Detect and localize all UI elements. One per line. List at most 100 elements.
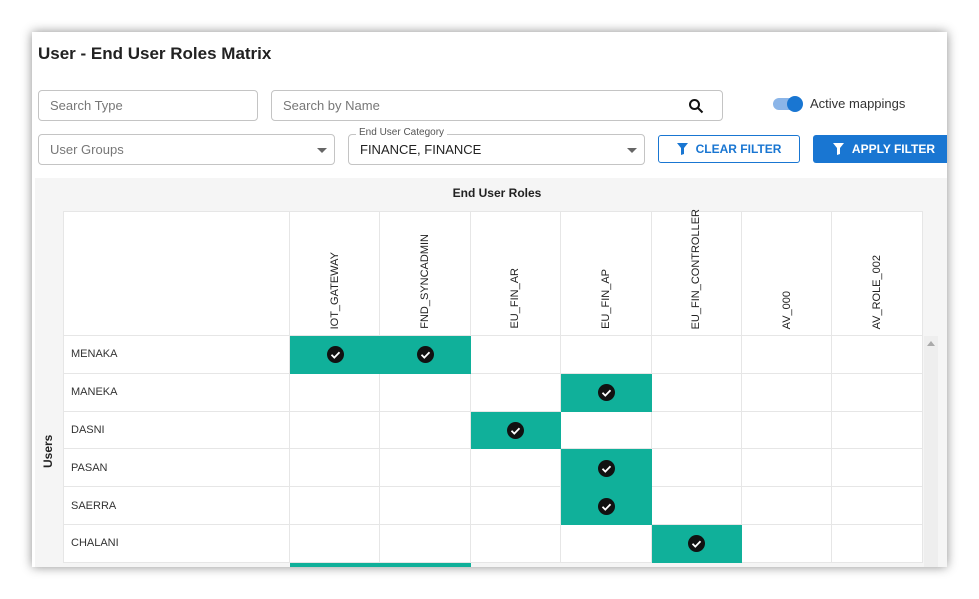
mapped-cell [290,563,380,567]
check-icon [507,421,525,439]
matrix-cell[interactable] [380,411,471,450]
role-name: FND_SYNCADMIN [419,234,432,329]
clear-filter-button[interactable]: CLEAR FILTER [658,135,800,163]
matrix-cell[interactable] [380,449,471,488]
matrix-cell[interactable] [742,373,833,412]
check-icon [597,459,615,477]
toggle-label: Active mappings [810,96,906,111]
matrix-cell[interactable] [651,487,742,525]
apply-filter-button[interactable]: APPLY FILTER [813,135,947,163]
matrix: End User Roles Users IOT_GATEWAY FND_SYNC… [35,178,947,567]
role-header: AV_ROLE_002 [832,211,923,336]
matrix-cell[interactable] [470,336,562,374]
matrix-cell[interactable] [832,487,923,525]
user-name: MANEKA [63,373,290,412]
matrix-cell[interactable] [651,411,742,450]
role-header: EU_FIN_AP [561,211,652,336]
filter-icon [676,143,688,155]
role-header: EU_FIN_AR [470,211,562,336]
matrix-cell[interactable] [651,373,742,412]
card: User - End User Roles Matrix Search Type… [32,32,947,567]
matrix-cell[interactable] [742,411,833,450]
placeholder: Search Type [50,98,123,113]
row-title: Users [41,434,55,468]
toggle[interactable] [773,96,803,112]
matrix-cell[interactable] [380,487,471,525]
check-icon [597,384,615,402]
matrix-cell[interactable] [832,373,923,412]
mapped-cell[interactable] [470,411,562,450]
mapped-cell[interactable] [561,487,652,525]
user-name: MENAKA [63,336,290,374]
matrix-cell[interactable] [561,411,652,450]
scroll-arrow [927,341,935,346]
mapped-cell[interactable] [561,373,652,412]
search-name-input[interactable]: Search by Name [271,90,723,121]
filter-icon [832,143,844,155]
button-label: APPLY FILTER [851,142,936,156]
value: FINANCE, FINANCE [360,142,482,157]
dropdown-arrow [627,148,637,153]
user-name: SAERRA [63,487,290,525]
user-groups-select[interactable]: User Groups [38,134,335,165]
matrix-cell[interactable] [651,449,742,488]
matrix-cell[interactable] [470,373,562,412]
matrix-cell[interactable] [470,449,562,488]
user-name: DASNI [63,411,290,450]
matrix-cell[interactable] [290,411,381,450]
column-title: End User Roles [452,186,542,200]
matrix-cell[interactable] [290,373,381,412]
mapped-cell[interactable] [651,525,742,563]
check-icon [417,346,435,364]
user-name: CHALANI [63,525,290,563]
matrix-cell[interactable] [742,487,833,525]
matrix-cell[interactable] [832,525,923,563]
matrix-cell[interactable] [470,487,562,525]
matrix-cell[interactable] [290,525,381,563]
matrix-cell[interactable] [470,525,562,563]
role-header: EU_FIN_CONTROLLER [651,208,742,336]
dropdown-arrow [317,148,327,153]
role-header: AV_000 [742,211,833,336]
matrix-cell[interactable] [832,336,923,374]
category-select[interactable]: FINANCE, FINANCE [348,134,645,165]
matrix-cell[interactable] [832,449,923,488]
matrix-cell[interactable] [742,525,833,563]
role-header: IOT_GATEWAY [290,211,381,336]
matrix-cell[interactable] [742,449,833,488]
matrix-cell[interactable] [380,525,471,563]
placeholder: User Groups [50,142,124,157]
field-label: End User Category [356,127,448,138]
role-name: EU_FIN_AP [599,269,612,329]
mapped-cell[interactable] [380,336,471,374]
header-corner [63,211,290,336]
matrix-cell[interactable] [290,487,381,525]
mapped-cell [380,563,471,567]
matrix-cell[interactable] [561,525,652,563]
matrix-cell[interactable] [742,336,833,374]
mapped-cell[interactable] [290,336,381,374]
placeholder: Search by Name [283,98,380,113]
check-icon [326,346,344,364]
role-name: AV_000 [780,290,793,329]
search-type-input[interactable]: Search Type [38,90,258,121]
check-icon [688,535,706,553]
button-label: CLEAR FILTER [695,142,782,156]
scrollbar[interactable] [924,336,938,567]
page-title: User - End User Roles Matrix [38,44,272,63]
role-name: IOT_GATEWAY [328,251,341,329]
matrix-cell[interactable] [380,373,471,412]
matrix-cell[interactable] [832,411,923,450]
matrix-cell[interactable] [561,336,652,374]
user-name: PASAN [63,449,290,488]
matrix-cell[interactable] [290,449,381,488]
matrix-cell[interactable] [651,336,742,374]
search-icon [689,99,704,114]
check-icon [597,497,615,515]
role-name: AV_ROLE_002 [871,254,884,329]
mapped-cell[interactable] [561,449,652,488]
role-name: EU_FIN_CONTROLLER [690,208,703,329]
role-name: EU_FIN_AR [509,268,522,329]
role-header: FND_SYNCADMIN [380,211,471,336]
